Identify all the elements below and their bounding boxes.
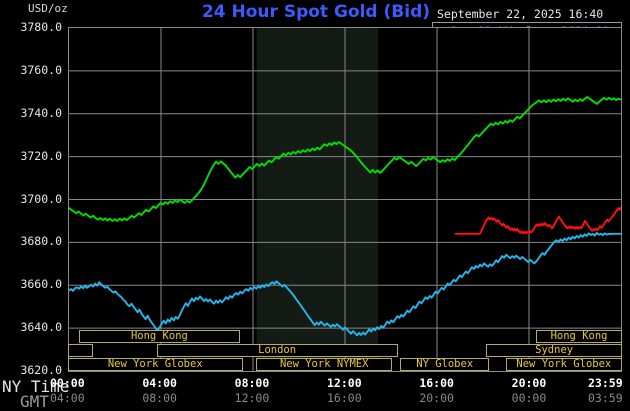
session-bar-label: Hong Kong xyxy=(550,330,608,342)
y-axis-tick: 3640.0 xyxy=(20,320,62,335)
x-axis-tick-gmt: 16:00 xyxy=(327,391,362,405)
gmt-axis-label: GMT xyxy=(20,392,49,411)
session-bar: New York Globex xyxy=(505,358,622,371)
x-axis-tick-gmt: 12:00 xyxy=(234,391,270,405)
session-bar: Hong Kong xyxy=(79,330,240,343)
x-axis-tick-ny: 08:00 xyxy=(234,376,270,390)
session-bar: New York Globex xyxy=(68,358,243,371)
y-axis-tick: 3780.0 xyxy=(20,20,62,34)
session-bar: London xyxy=(156,344,398,357)
y-axis-tick: 3700.0 xyxy=(20,191,62,206)
y-axis-tick: 3620.0 xyxy=(20,363,62,377)
session-bar: NY Globex xyxy=(400,358,490,371)
session-bar-label: Hong Kong xyxy=(130,330,188,342)
x-axis-tick-gmt: 00:00 xyxy=(511,391,547,405)
y-axis-tick: 3680.0 xyxy=(20,234,62,249)
x-axis-tick-gmt: 03:59 xyxy=(588,391,623,405)
page-title: 24 Hour Spot Gold (Bid) xyxy=(201,2,431,22)
x-axis-tick-ny: 23:59 xyxy=(588,376,623,390)
x-axis-tick-gmt: 20:00 xyxy=(419,391,454,405)
session-bar: Sydney xyxy=(486,344,622,357)
session-bar-label: New York Globex xyxy=(516,358,612,370)
y-axis-tick: 3760.0 xyxy=(20,62,62,77)
session-bar-label: NY Globex xyxy=(416,358,474,370)
ny-time-axis-label: NY Time xyxy=(2,377,70,396)
y-axis-unit-label: USD/oz xyxy=(28,2,68,15)
session-bar-label: Sydney xyxy=(535,344,574,356)
session-bar-label: London xyxy=(258,344,297,356)
session-bar xyxy=(68,344,93,357)
x-axis-tick-ny: 04:00 xyxy=(142,376,177,390)
session-bar: New York NYMEX xyxy=(256,358,393,371)
x-axis-tick-ny: 12:00 xyxy=(327,376,362,390)
x-axis-tick-ny: 16:00 xyxy=(419,376,454,390)
plot-area xyxy=(68,27,622,372)
price-chart-svg xyxy=(69,28,621,371)
x-axis-tick-ny: 20:00 xyxy=(511,376,547,390)
y-axis-tick: 3740.0 xyxy=(20,105,62,120)
y-axis-tick: 3660.0 xyxy=(20,277,62,292)
x-axis-tick-ny: 00:00 xyxy=(50,376,85,390)
session-bar: Hong Kong xyxy=(536,330,622,343)
session-bar-label: New York NYMEX xyxy=(279,358,369,370)
quote-timestamp: September 22, 2025 16:40 xyxy=(437,7,604,21)
session-bar-label: New York Globex xyxy=(107,358,203,370)
x-axis-tick-gmt: 08:00 xyxy=(142,391,177,405)
x-axis-tick-gmt: 04:00 xyxy=(50,391,85,405)
y-axis-tick: 3720.0 xyxy=(20,148,62,163)
